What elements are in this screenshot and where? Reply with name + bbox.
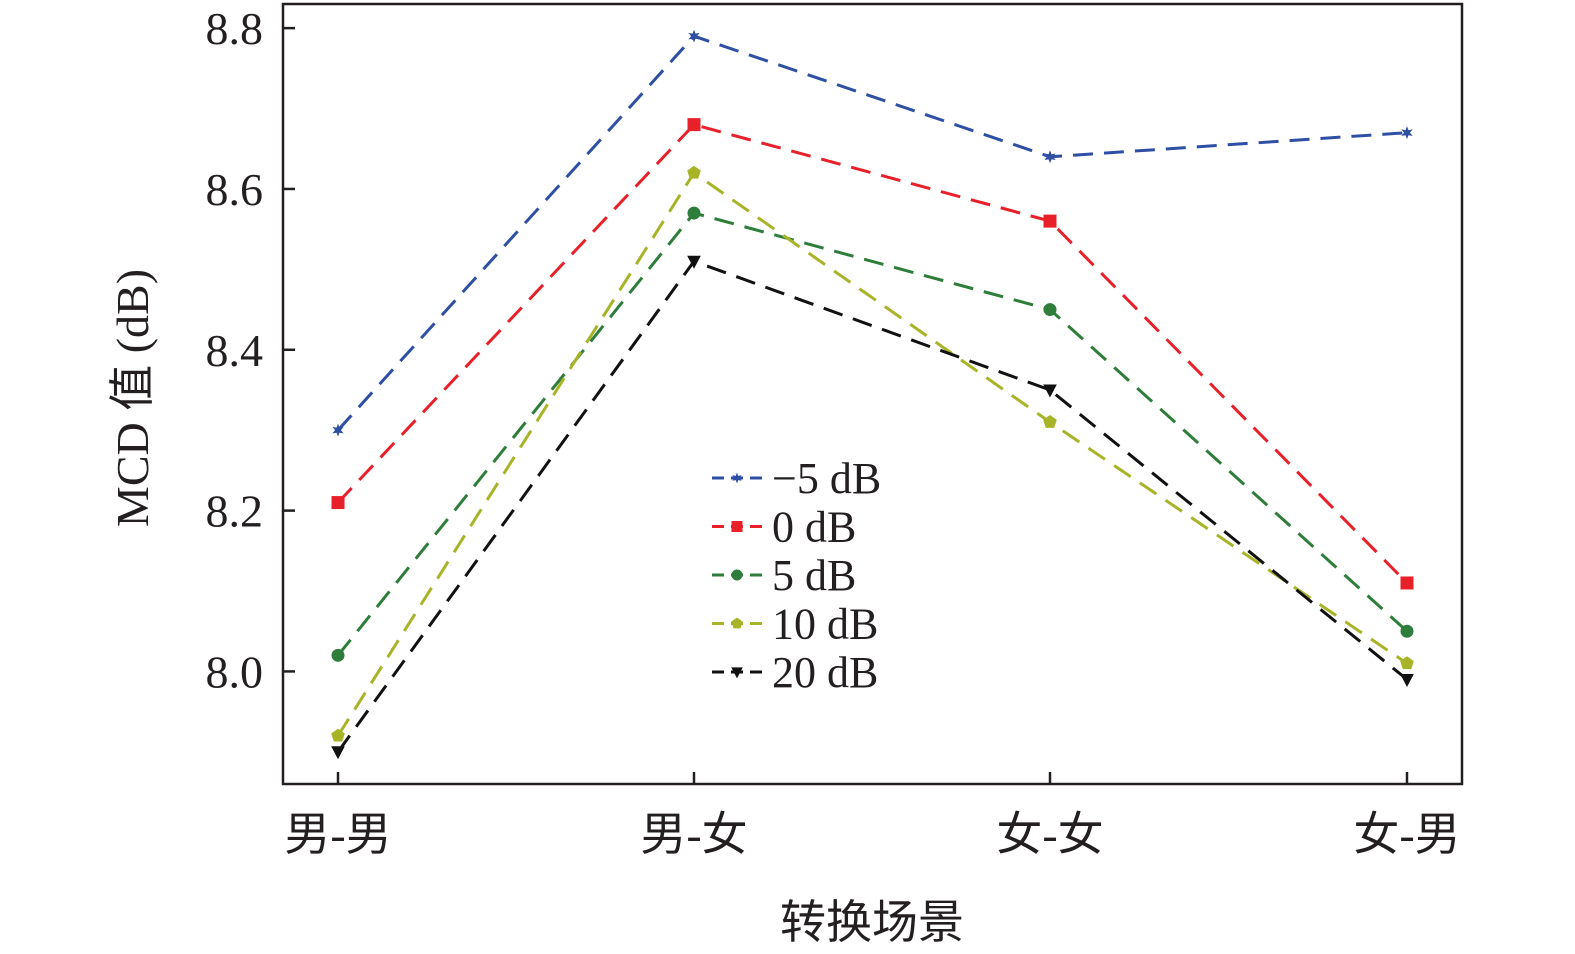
series-line	[336, 170, 1408, 737]
data-point	[731, 521, 743, 532]
series-5dBdb	[332, 29, 1413, 437]
axes: 8.0 8.2 8.4 8.6 8.8 男-男 男-女 女-女 女-男	[206, 2, 1464, 860]
x-tick-label: 女-女	[996, 809, 1103, 860]
data-point	[687, 206, 701, 220]
series-5dBdb	[331, 206, 1414, 662]
data-point	[731, 569, 743, 581]
legend-item: 5 dB	[712, 551, 856, 600]
series-line	[336, 211, 1409, 657]
x-tick-label: 女-男	[1353, 809, 1460, 860]
series-10dBdb	[331, 165, 1414, 742]
series-0dBdb	[331, 118, 1414, 590]
data-point	[687, 165, 701, 179]
legend-label: 10 dB	[772, 600, 878, 649]
data-point	[688, 29, 700, 43]
data-point	[331, 496, 345, 510]
data-point	[331, 746, 345, 760]
legend-item: 10 dB	[712, 600, 878, 649]
series-line	[336, 34, 1408, 432]
series-layer	[331, 29, 1414, 760]
data-point	[1400, 656, 1414, 670]
legend-label: 20 dB	[772, 648, 878, 697]
series-line	[336, 122, 1409, 585]
y-tick-label: 8.6	[206, 164, 264, 215]
plot-frame	[281, 2, 1464, 786]
data-point	[1400, 576, 1414, 590]
y-tick-label: 8.0	[206, 646, 264, 697]
legend-label: 5 dB	[772, 551, 856, 600]
x-tick-label: 男-女	[640, 809, 747, 860]
x-tick-label: 男-男	[284, 809, 391, 860]
series-line	[336, 259, 1408, 753]
data-point	[731, 667, 743, 679]
data-point	[331, 648, 345, 662]
x-axis-title: 转换场景	[780, 897, 964, 948]
data-point	[1400, 673, 1414, 687]
data-point	[1044, 150, 1056, 164]
data-point	[332, 423, 344, 437]
data-point	[687, 255, 701, 269]
legend-item: 0 dB	[712, 503, 856, 552]
y-tick-label: 8.8	[206, 3, 264, 54]
data-point	[1043, 414, 1057, 428]
legend-item: 20 dB	[712, 648, 878, 697]
data-point	[1043, 214, 1057, 228]
y-axis-title: MCD 值 (dB)	[107, 269, 158, 527]
data-point	[1043, 303, 1057, 317]
series-20dBdb	[331, 255, 1414, 760]
data-point	[331, 728, 345, 742]
legend-label: 0 dB	[772, 503, 856, 552]
legend-item: −5 dB	[712, 454, 881, 503]
data-point	[731, 617, 743, 629]
y-tick-label: 8.2	[206, 486, 264, 537]
data-point	[687, 118, 701, 132]
data-point	[732, 472, 742, 484]
data-point	[1400, 624, 1414, 638]
data-point	[1043, 384, 1057, 398]
legend-label: −5 dB	[772, 454, 881, 503]
data-point	[1401, 126, 1413, 140]
y-tick-label: 8.4	[206, 325, 264, 376]
